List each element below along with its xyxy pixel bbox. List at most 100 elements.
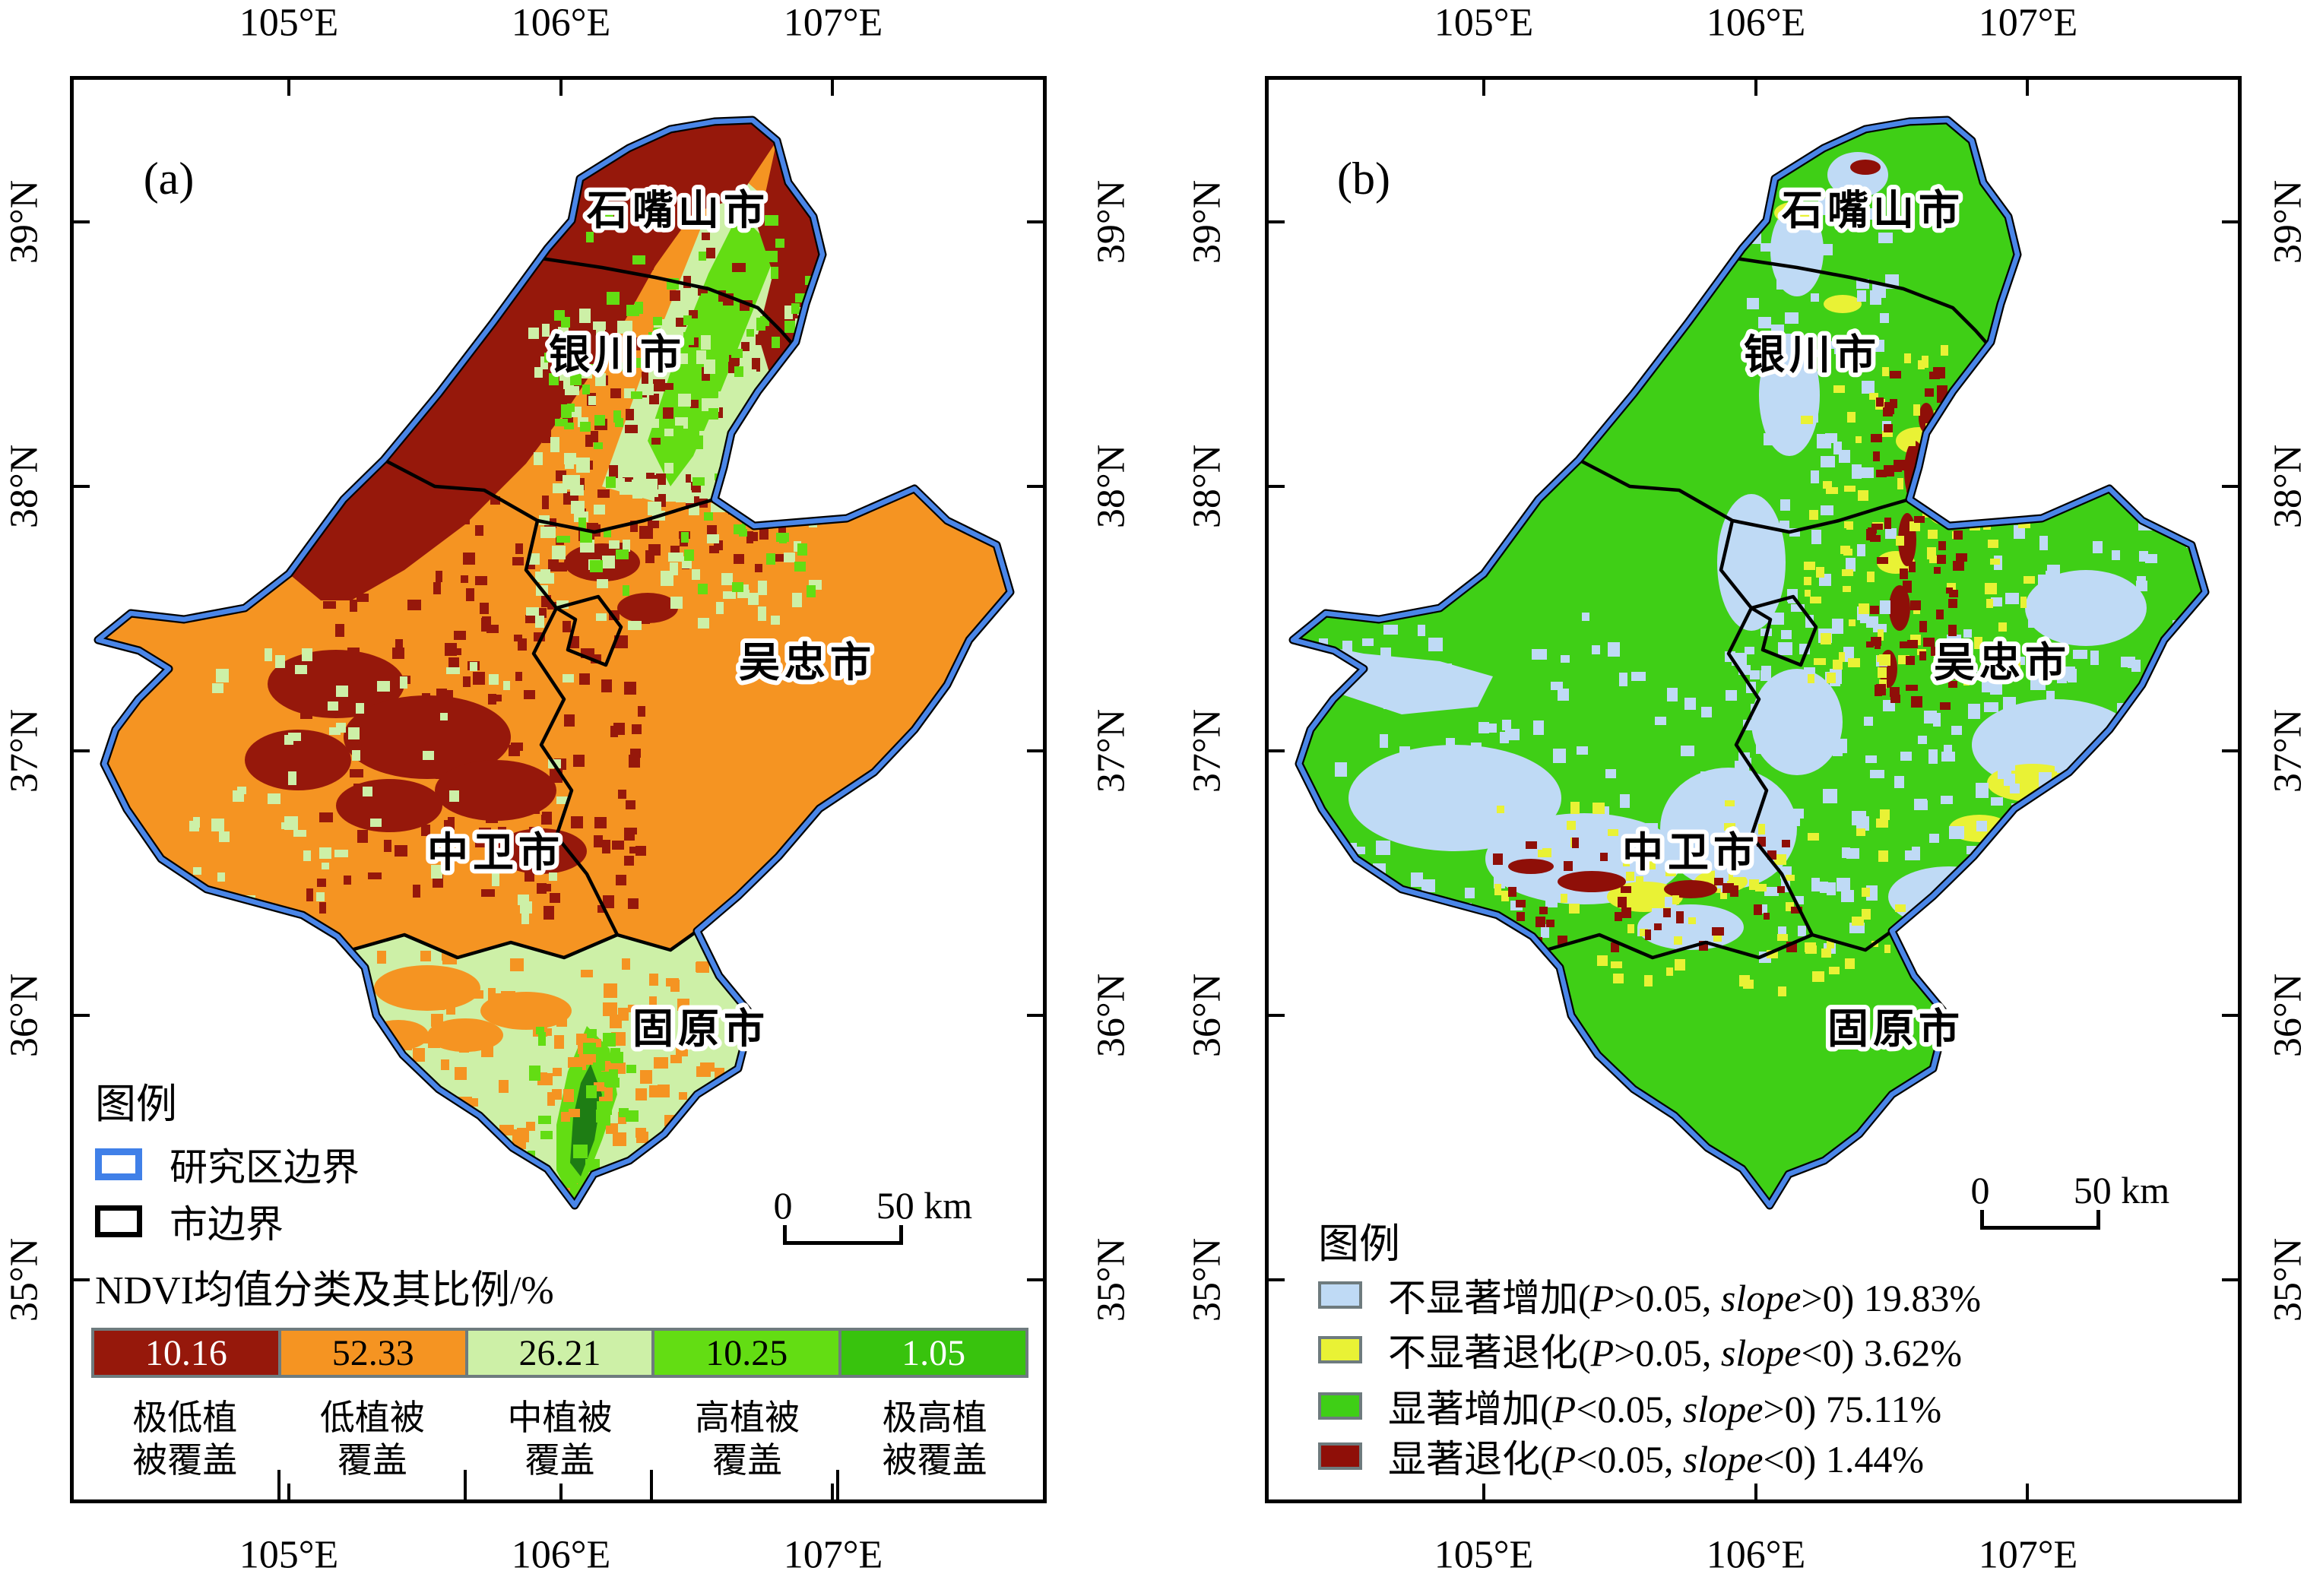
lat-label: 38°N	[1185, 444, 1229, 529]
legend-b-row-4: 显著退化(P<0.05, slope<0) 1.44%	[1318, 1429, 1924, 1484]
panel-border	[70, 76, 1047, 1503]
lat-label: 35°N	[1089, 1237, 1133, 1322]
lat-label: 35°N	[2, 1237, 46, 1322]
legend-a-title: 图例	[95, 1081, 177, 1127]
scalebar-b-zero: 0	[1970, 1169, 1990, 1211]
lat-label: 36°N	[1185, 973, 1229, 1058]
label-divider-tick	[836, 1470, 839, 1503]
legend-b-title: 图例	[1318, 1221, 1400, 1267]
panel-border	[1265, 76, 2242, 1503]
lat-label: 38°N	[1089, 444, 1133, 529]
city-label: 中卫市	[1622, 830, 1759, 876]
label-divider-tick	[277, 1470, 280, 1503]
city-label: 固原市	[1827, 1006, 1964, 1052]
lon-label-top-b3: 107°E	[1978, 1, 2078, 45]
lon-label-bot-b2: 106°E	[1706, 1533, 1806, 1577]
city-boundary-line	[1719, 520, 1814, 936]
label-divider-tick	[650, 1470, 653, 1503]
study-area-boundary	[1290, 117, 2208, 1208]
scalebar-b-bar	[1980, 1210, 2100, 1230]
colorbar-class-labels: 极低植 被覆盖 低植被 覆盖 中植被 覆盖 高植被 覆盖 极高植 被覆盖	[91, 1397, 1028, 1482]
city-label: 石嘴山市	[587, 188, 769, 233]
lon-label-bot-b3: 107°E	[1978, 1533, 2078, 1577]
class-label-3: 中植被 覆盖	[507, 1398, 613, 1480]
lat-label: 39°N	[1185, 179, 1229, 264]
colorbar-seg-5: 1.05	[838, 1331, 1025, 1375]
swatch-sig-increase	[1318, 1392, 1362, 1420]
lon-label-top-b2: 106°E	[1706, 1, 1806, 45]
legend-b-row-2: 不显著退化(P>0.05, slope<0) 3.62%	[1318, 1322, 1962, 1377]
lat-label: 39°N	[2266, 179, 2310, 264]
city-label: 吴忠市	[739, 640, 876, 686]
label-divider-tick	[464, 1470, 467, 1503]
city-boundary-line	[1545, 929, 1894, 960]
lon-label-bot-a1: 105°E	[239, 1533, 339, 1577]
lon-label-top-a1: 105°E	[239, 1, 339, 45]
lat-label: 36°N	[2, 973, 46, 1058]
lat-label: 36°N	[2266, 973, 2310, 1058]
lat-label: 38°N	[2266, 444, 2310, 529]
panel-letter: (a)	[144, 154, 195, 204]
class-label-1: 极低植 被覆盖	[132, 1398, 238, 1480]
city-boundary-line	[1749, 594, 1818, 667]
city-label: 吴忠市	[1934, 640, 2071, 686]
lat-label: 35°N	[2266, 1237, 2310, 1322]
scalebar-b-50km: 50 km	[2073, 1169, 2170, 1211]
city-boundary-line	[350, 929, 699, 960]
lat-label: 39°N	[2, 179, 46, 264]
class-label-2: 低植被 覆盖	[319, 1398, 425, 1480]
lon-label-top-a3: 107°E	[783, 1, 883, 45]
colorbar-seg-3: 26.21	[464, 1331, 652, 1375]
lat-label: 37°N	[2, 708, 46, 793]
swatch-nonsig-increase	[1318, 1281, 1362, 1309]
colorbar-title: NDVI均值分类及其比例/%	[95, 1269, 554, 1313]
lat-label: 36°N	[1089, 973, 1133, 1058]
city-boundary-line	[1577, 458, 1910, 534]
colorbar-seg-4: 10.25	[651, 1331, 839, 1375]
city-boundary-line	[1735, 256, 1994, 351]
scalebar-a-zero: 0	[773, 1184, 793, 1227]
legend-city-boundary: 市边界	[95, 1194, 284, 1249]
colorbar-seg-1: 10.16	[94, 1331, 278, 1375]
swatch-sig-degradation	[1318, 1442, 1362, 1470]
lon-label-top-b1: 105°E	[1434, 1, 1534, 45]
scalebar-a-bar	[783, 1225, 903, 1245]
legend-b-row-3: 显著增加(P<0.05, slope>0) 75.11%	[1318, 1379, 1941, 1433]
city-label: 银川市	[1744, 332, 1881, 378]
study-area-boundary	[95, 117, 1013, 1208]
lon-label-top-a2: 106°E	[511, 1, 611, 45]
city-boundary-label: 市边界	[170, 1203, 284, 1246]
city-label: 银川市	[549, 332, 686, 378]
ndvi-colorbar: 10.16 52.33 26.21 10.25 1.05	[91, 1328, 1028, 1378]
study-boundary-swatch	[95, 1148, 142, 1180]
swatch-nonsig-degradation	[1318, 1336, 1362, 1363]
city-boundary-line	[524, 520, 620, 936]
city-label: 固原市	[632, 1006, 769, 1052]
colorbar-seg-2: 52.33	[277, 1331, 465, 1375]
city-label: 石嘴山市	[1782, 188, 1964, 233]
lat-label: 37°N	[2266, 708, 2310, 793]
city-boundary-swatch	[95, 1205, 142, 1237]
city-boundary-line	[540, 256, 799, 351]
city-boundary-line	[382, 458, 715, 534]
lon-label-bot-b1: 105°E	[1434, 1533, 1534, 1577]
legend-study-boundary: 研究区边界	[95, 1137, 360, 1192]
lat-label: 39°N	[1089, 179, 1133, 264]
panel-letter: (b)	[1337, 154, 1390, 204]
lat-label: 35°N	[1185, 1237, 1229, 1322]
city-label: 中卫市	[427, 830, 564, 876]
lat-label: 38°N	[2, 444, 46, 529]
legend-b-row-1: 不显著增加(P>0.05, slope>0) 19.83%	[1318, 1268, 1981, 1322]
class-label-5: 极高植 被覆盖	[882, 1398, 987, 1480]
lon-label-bot-a2: 106°E	[511, 1533, 611, 1577]
scalebar-a-50km: 50 km	[876, 1184, 973, 1227]
class-label-4: 高植被 覆盖	[695, 1398, 800, 1480]
lat-label: 37°N	[1089, 708, 1133, 793]
lon-label-bot-a3: 107°E	[783, 1533, 883, 1577]
study-boundary-label: 研究区边界	[170, 1146, 360, 1189]
lat-label: 37°N	[1185, 708, 1229, 793]
city-boundary-line	[554, 594, 623, 667]
